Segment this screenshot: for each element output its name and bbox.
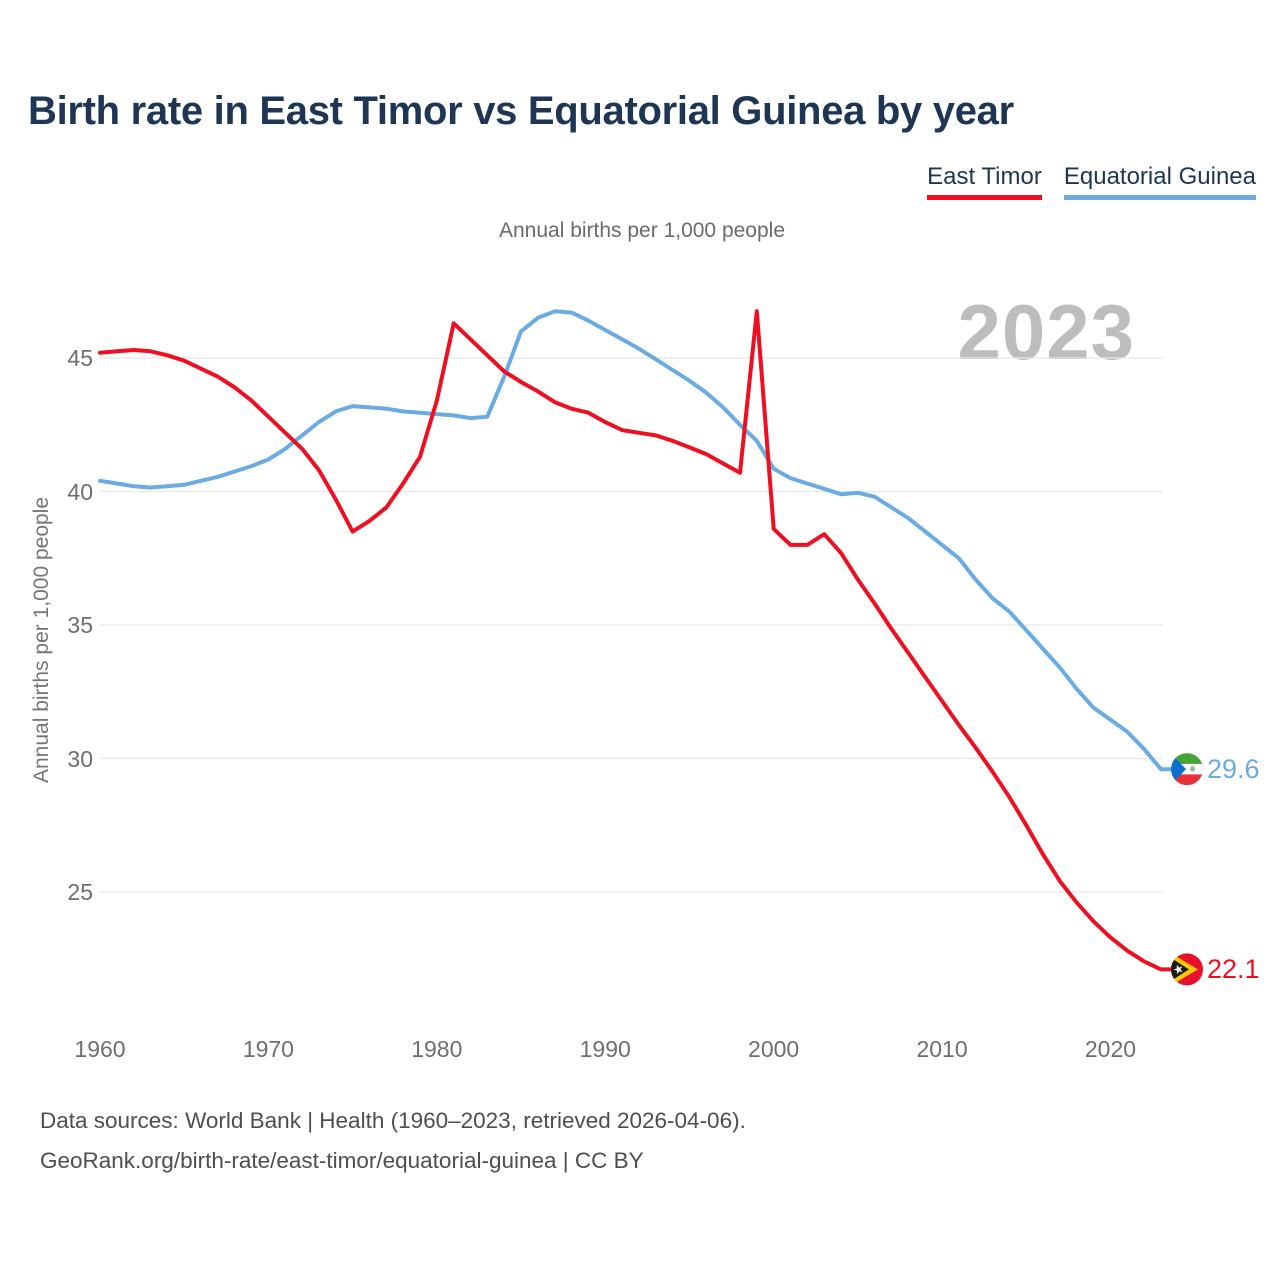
footer-data-sources: Data sources: World Bank | Health (1960–…	[40, 1108, 746, 1133]
value-label-equatorial-guinea: 29.6	[1207, 754, 1260, 785]
equatorial-guinea-flag-icon	[1171, 753, 1203, 786]
series-line-equatorial-guinea	[98, 309, 1176, 772]
y-tick-label: 25	[67, 879, 93, 905]
y-axis-title: Annual births per 1,000 people	[30, 496, 53, 784]
legend-label-equatorial-guinea: Equatorial Guinea	[1063, 163, 1256, 190]
y-tick-label: 45	[67, 345, 93, 371]
x-tick-label: 2010	[916, 1036, 968, 1062]
chart-subtitle: Annual births per 1,000 people	[498, 219, 786, 242]
footer-attribution: GeoRank.org/birth-rate/east-timor/equato…	[40, 1148, 644, 1173]
x-tick-label: 1960	[74, 1036, 126, 1062]
chart-title: Birth rate in East Timor vs Equatorial G…	[28, 89, 1014, 133]
legend-item-equatorial-guinea[interactable]: Equatorial Guinea	[1063, 163, 1256, 200]
x-tick-label: 2020	[1084, 1036, 1137, 1062]
y-tick-label: 40	[67, 478, 93, 505]
equatorial-guinea-color-bar	[1063, 194, 1256, 200]
y-tick-label: 30	[67, 745, 93, 772]
legend-label-east-timor: East Timor	[927, 163, 1042, 190]
y-tick-label: 35	[67, 612, 93, 638]
x-tick-label: 1970	[242, 1036, 294, 1062]
east-timor-flag-icon	[1171, 953, 1203, 986]
x-tick-label: 2000	[748, 1036, 800, 1062]
series-line-east-timor	[98, 309, 1176, 972]
value-label-east-timor: 22.1	[1207, 954, 1260, 985]
x-tick-label: 1990	[579, 1036, 631, 1062]
legend-item-east-timor[interactable]: East Timor	[927, 163, 1042, 200]
legend: East Timor Equatorial Guinea	[927, 163, 1256, 200]
east-timor-color-bar	[927, 194, 1042, 200]
x-tick-label: 1980	[411, 1036, 463, 1062]
